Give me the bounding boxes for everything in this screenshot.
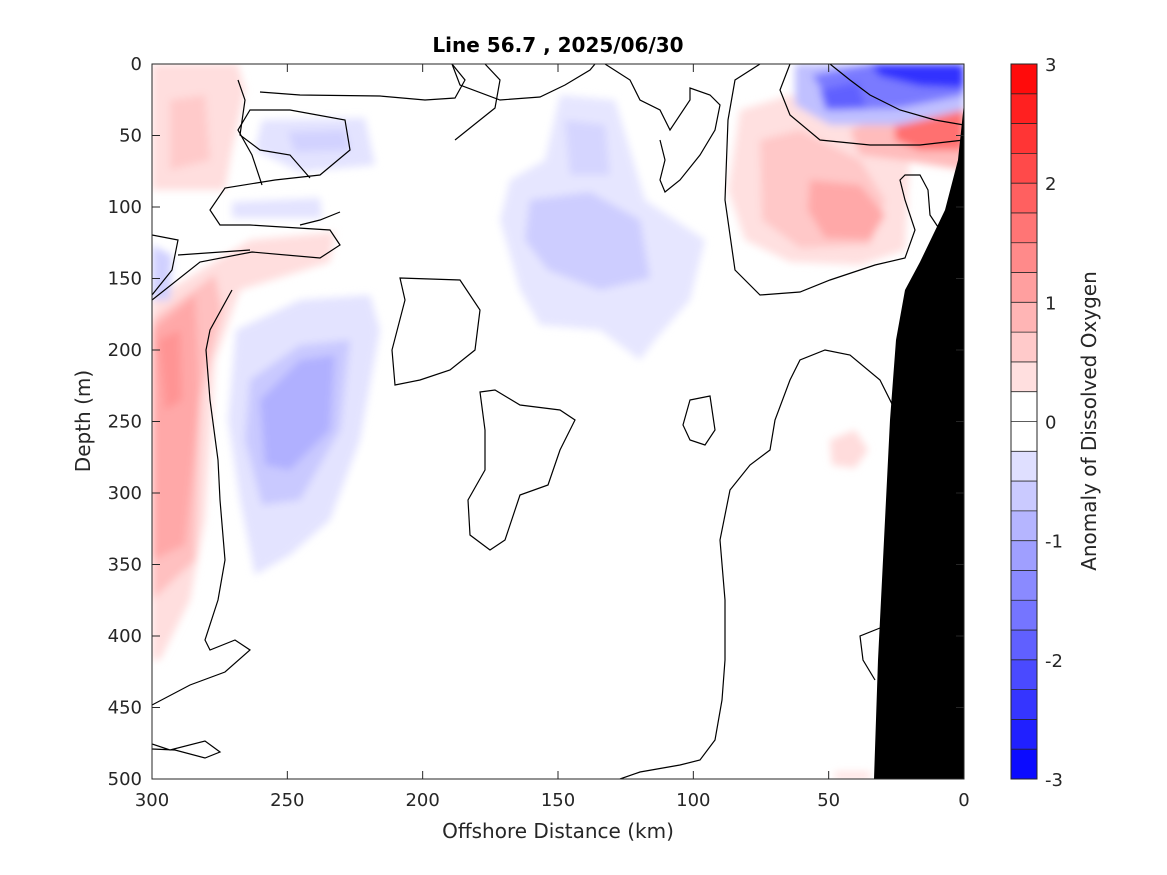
colorbar-tick-label: -1 [1045, 532, 1063, 553]
colorbar-frame [1010, 63, 1038, 780]
contour-deep-center [619, 349, 896, 779]
positive-region-small-40km [830, 430, 868, 468]
y-tick-label: 350 [108, 555, 142, 576]
y-tick-label: 250 [108, 412, 142, 433]
x-tick-label: 100 [676, 790, 710, 811]
y-axis: 0 50 100 150 200 250 300 350 400 450 500 [108, 54, 964, 790]
colorbar-swatch [1011, 361, 1037, 393]
colorbar-tick-label: 1 [1045, 293, 1056, 314]
colorbar-swatch [1011, 689, 1037, 720]
contour-loop-170km [467, 389, 576, 551]
y-tick-label: 50 [119, 126, 142, 147]
negative-region-center-core [525, 192, 650, 290]
colorbar-tick-label: -2 [1045, 651, 1063, 672]
colorbar-swatch [1011, 272, 1037, 303]
negative-region-200-260km-core [260, 355, 335, 470]
colorbar-swatch [1011, 719, 1037, 750]
contour-center-upper [451, 64, 721, 193]
anomaly-field [152, 64, 964, 779]
positive-region-offshore-surface-core [170, 95, 210, 170]
colorbar-swatch [1011, 540, 1037, 571]
filled-contours [152, 64, 964, 779]
colorbar-swatch [1011, 153, 1037, 184]
colorbar-swatch [1011, 421, 1037, 452]
colorbar-tick-label: 0 [1045, 413, 1056, 434]
positive-region-50-90km-core [808, 180, 885, 240]
colorbar-swatch [1011, 123, 1037, 154]
colorbar-swatch [1011, 510, 1037, 542]
y-tick-label: 400 [108, 626, 142, 647]
contour-bottom-left [152, 740, 222, 759]
negative-region-center-top [565, 120, 610, 175]
x-tick-label: 150 [541, 790, 575, 811]
y-tick-label: 150 [108, 269, 142, 290]
y-tick-label: 100 [108, 197, 142, 218]
y-tick-label: 500 [108, 769, 142, 790]
contour-50-90km [724, 64, 964, 296]
negative-region-nearshore-surface-peak [820, 82, 866, 110]
land-shelf [874, 103, 964, 779]
colorbar-swatch [1011, 659, 1037, 691]
contour-mid-left [152, 249, 251, 706]
x-tick-label: 200 [405, 790, 439, 811]
colorbar-swatch [1011, 481, 1037, 512]
colorbar-swatch [1011, 93, 1037, 125]
y-tick-label: 300 [108, 483, 142, 504]
y-axis-label: Depth (m) [71, 370, 95, 472]
colorbar-tick-label: 3 [1045, 55, 1056, 76]
contour-loop-95km [682, 395, 716, 446]
x-axis: 300 250 200 150 100 50 0 [135, 64, 970, 811]
colorbar-tick-label: 2 [1045, 174, 1056, 195]
y-tick-label: 450 [108, 698, 142, 719]
contour-upper-offshore [152, 234, 179, 296]
colorbar: 3 2 1 0 -1 -2 -3 [1010, 55, 1063, 791]
colorbar-swatch [1011, 302, 1037, 333]
colorbar-swatch [1011, 630, 1037, 661]
colorbar-label: Anomaly of Dissolved Oxygen [1077, 271, 1101, 571]
colorbar-tick-label: -3 [1045, 770, 1063, 791]
contour-nearshore-ring [779, 64, 964, 146]
negative-region-upper-240km-core [288, 130, 350, 152]
x-tick-label: 0 [958, 790, 969, 811]
contour-offshore-edge [152, 109, 351, 301]
positive-region-bottom-40km [835, 772, 870, 779]
negative-region-upper-240km-b [232, 198, 322, 218]
colorbar-swatch [1011, 183, 1037, 214]
zero-contours [152, 64, 964, 779]
colorbar-swatch [1011, 391, 1037, 422]
colorbar-swatch [1011, 242, 1037, 274]
x-tick-label: 250 [270, 790, 304, 811]
colorbar-swatch [1011, 212, 1037, 244]
positive-region-offshore-edge-peak [158, 330, 182, 410]
colorbar-swatch [1011, 600, 1037, 631]
negative-region-offshore-edge-upper [152, 245, 172, 300]
contour-upper-band [237, 64, 501, 226]
colorbar-swatch [1011, 570, 1037, 601]
colorbar-swatch [1011, 749, 1037, 780]
y-tick-label: 0 [131, 54, 142, 75]
colorbar-swatch [1011, 64, 1037, 95]
x-tick-label: 50 [817, 790, 840, 811]
contour-loop-200km [391, 277, 481, 386]
x-axis-label: Offshore Distance (km) [442, 819, 674, 843]
plot-area [151, 63, 965, 780]
contour-nearshore-lower [859, 627, 881, 681]
y-tick-label: 200 [108, 340, 142, 361]
negative-region-nearshore-surface-core [870, 64, 964, 88]
colorbar-swatch [1011, 332, 1037, 363]
colorbar-swatch [1011, 451, 1037, 482]
x-tick-label: 300 [135, 790, 169, 811]
chart-title: Line 56.7 , 2025/06/30 [432, 33, 683, 57]
